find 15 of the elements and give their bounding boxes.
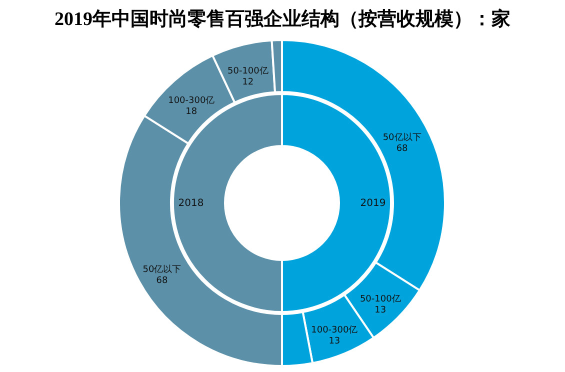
slice-label: 2018 — [178, 198, 204, 209]
slice-label: 100-300亿 — [168, 95, 215, 106]
data-label: 13 — [328, 336, 340, 347]
data-label: 12 — [242, 77, 254, 88]
data-label: 18 — [186, 107, 198, 118]
slice-label: 50亿以下 — [382, 132, 422, 143]
slice-label: 50-100亿 — [227, 65, 268, 76]
data-label: 68 — [396, 144, 408, 154]
chart-title: 2019年中国时尚零售百强企业结构（按营收规模）：家 — [54, 8, 512, 32]
slice-label: 50-100亿 — [360, 293, 401, 304]
data-label: 68 — [156, 276, 168, 286]
data-label: 13 — [374, 305, 386, 316]
slice-label: 2019 — [360, 198, 386, 209]
slice-label: 100-300亿 — [311, 324, 358, 336]
slice-label: 50亿以下 — [142, 264, 182, 275]
